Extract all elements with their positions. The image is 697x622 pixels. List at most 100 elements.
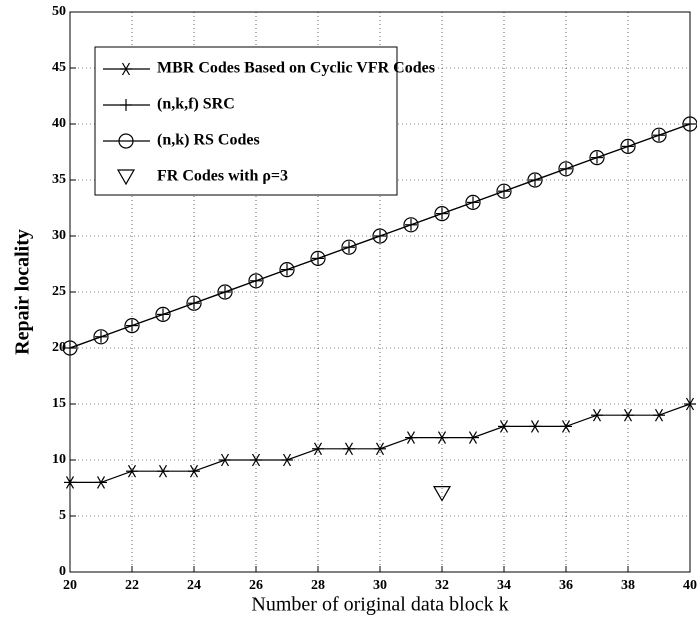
marker-asterisk (622, 408, 634, 422)
marker-asterisk (312, 442, 324, 456)
marker-stroke (279, 262, 295, 278)
marker-circle (118, 133, 134, 149)
marker-stroke (344, 442, 354, 456)
marker-stroke (651, 127, 667, 143)
marker-asterisk (498, 420, 510, 433)
marker-stroke (124, 318, 140, 334)
marker-stroke (282, 453, 292, 467)
marker-asterisk (219, 453, 231, 467)
marker-asterisk (157, 464, 169, 478)
marker-stroke (248, 273, 264, 289)
marker-stroke (96, 476, 106, 489)
marker-stroke (189, 464, 199, 478)
marker-stroke (65, 476, 75, 489)
marker-asterisk (64, 476, 76, 489)
marker-asterisk (684, 397, 696, 411)
y-tick-label: 30 (52, 228, 66, 243)
marker-stroke (530, 420, 540, 433)
y-tick-label: 0 (59, 564, 66, 579)
marker-plus (120, 99, 132, 111)
marker-stroke (437, 431, 447, 444)
marker-circle (62, 340, 78, 356)
marker-circle (620, 138, 636, 154)
marker-triangle (116, 169, 136, 186)
marker-stroke (93, 329, 109, 345)
marker-stroke (158, 464, 168, 478)
y-tick-label: 35 (52, 172, 66, 187)
marker-circle (434, 206, 450, 222)
marker-stroke (592, 408, 602, 422)
marker-stroke (589, 150, 605, 166)
marker-stroke (620, 138, 636, 154)
x-tick-label: 22 (125, 578, 139, 593)
marker-asterisk (95, 476, 107, 489)
marker-circle (341, 239, 357, 255)
marker-asterisk (591, 408, 603, 422)
plot-frame (69, 11, 691, 573)
marker-circle (403, 217, 419, 233)
series-line (69, 123, 691, 349)
marker-asterisk (343, 442, 355, 456)
x-tick-label: 30 (373, 578, 387, 593)
marker-circle (124, 318, 140, 334)
marker-circle (589, 150, 605, 166)
y-tick-label: 10 (52, 452, 66, 467)
marker-stroke (434, 206, 450, 222)
marker-stroke (496, 183, 512, 199)
marker-stroke (217, 284, 233, 300)
marker-stroke (403, 217, 419, 233)
x-tick-label: 38 (621, 578, 635, 593)
y-tick-label: 15 (52, 396, 66, 411)
marker-circle (527, 172, 543, 188)
marker-stroke (121, 62, 131, 76)
marker-stroke (310, 250, 326, 266)
marker-stroke (313, 442, 323, 456)
marker-stroke (118, 133, 134, 149)
legend-label: FR Codes with ρ=3 (157, 168, 288, 185)
legend-label: (n,k,f) SRC (157, 96, 235, 113)
marker-asterisk (529, 420, 541, 433)
marker-asterisk (126, 464, 138, 478)
legend-label: MBR Codes Based on Cyclic VFR Codes (157, 60, 435, 77)
marker-circle (279, 262, 295, 278)
marker-asterisk (120, 62, 132, 76)
marker-stroke (468, 431, 478, 444)
marker-circle (155, 306, 171, 322)
x-axis-label: Number of original data block k (251, 594, 508, 616)
marker-stroke (682, 116, 697, 132)
marker-stroke (372, 228, 388, 244)
x-tick-label: 26 (249, 578, 263, 593)
y-tick-label: 45 (52, 60, 66, 75)
marker-stroke (251, 453, 261, 467)
marker-circle (682, 116, 697, 132)
x-tick-label: 32 (435, 578, 449, 593)
marker-asterisk (281, 453, 293, 467)
marker-stroke (685, 397, 695, 411)
marker-asterisk (467, 431, 479, 444)
marker-asterisk (560, 420, 572, 433)
marker-asterisk (436, 431, 448, 444)
x-tick-label: 28 (311, 578, 325, 593)
marker-circle (310, 250, 326, 266)
marker-stroke (155, 306, 171, 322)
marker-stroke (432, 486, 452, 502)
marker-circle (496, 183, 512, 199)
marker-stroke (116, 169, 136, 186)
marker-circle (93, 329, 109, 345)
marker-circle (217, 284, 233, 300)
y-tick-label: 25 (52, 284, 66, 299)
marker-stroke (623, 408, 633, 422)
marker-stroke (561, 420, 571, 433)
marker-asterisk (653, 408, 665, 422)
y-axis-label: Repair locality (12, 229, 34, 355)
marker-stroke (406, 431, 416, 444)
marker-circle (186, 295, 202, 311)
marker-triangle (432, 486, 452, 502)
marker-stroke (499, 420, 509, 433)
marker-asterisk (188, 464, 200, 478)
marker-stroke (127, 464, 137, 478)
marker-asterisk (374, 442, 386, 456)
marker-asterisk (250, 453, 262, 467)
marker-circle (372, 228, 388, 244)
x-tick-label: 34 (497, 578, 511, 593)
